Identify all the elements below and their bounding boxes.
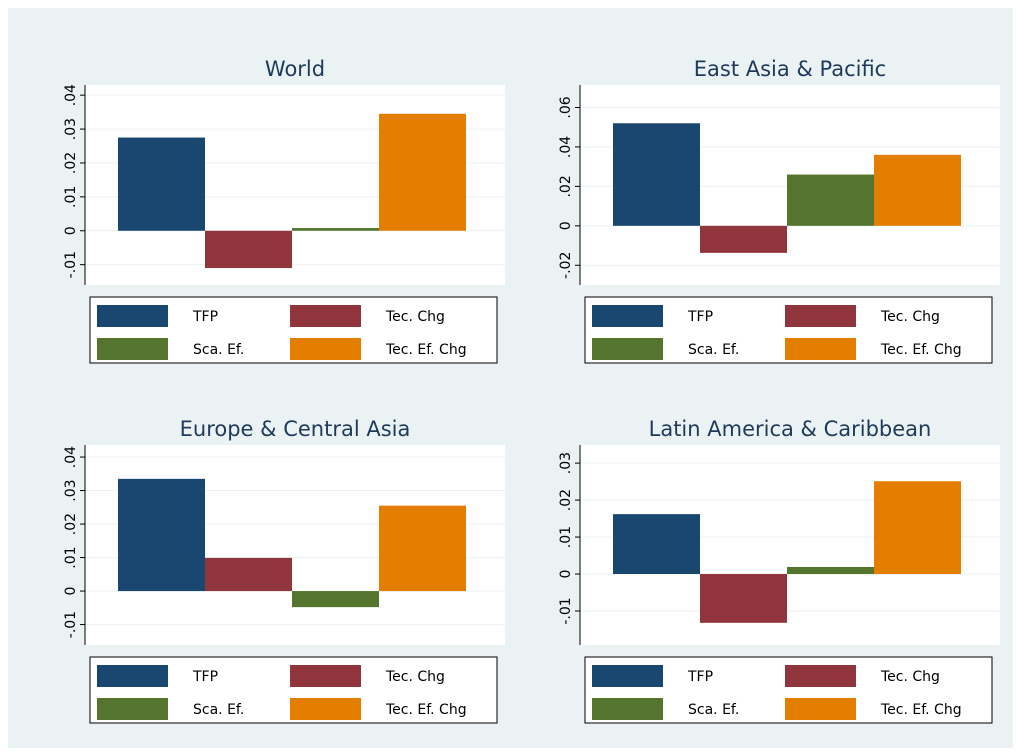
legend-key	[97, 338, 168, 360]
legend-key	[290, 305, 361, 327]
y-tick-label: -.01	[63, 251, 79, 278]
bar	[118, 137, 205, 231]
bar	[118, 478, 205, 592]
legend-key	[290, 665, 361, 687]
legend-key	[290, 698, 361, 720]
legend-label: TFP	[687, 669, 713, 685]
bar	[292, 228, 379, 231]
legend-label: Sca. Ef.	[193, 342, 244, 358]
legend-key	[97, 665, 168, 687]
legend-label: Tec. Ef. Chg	[385, 702, 467, 718]
bar	[787, 566, 874, 575]
bar	[379, 505, 466, 592]
legend-label: Sca. Ef.	[688, 342, 739, 358]
legend-label: Tec. Chg	[880, 309, 940, 325]
y-tick-label: .02	[558, 489, 574, 511]
y-tick-label: .02	[63, 152, 79, 174]
chart-title: Latin America & Caribbean	[649, 417, 932, 441]
legend-label: Tec. Chg	[385, 669, 445, 685]
y-tick-label: .04	[63, 446, 79, 468]
y-tick-label: .02	[558, 175, 574, 197]
y-tick-label: .06	[558, 96, 574, 118]
y-tick-label: .03	[63, 479, 79, 501]
bar	[292, 591, 379, 608]
y-tick-label: -.02	[558, 252, 574, 279]
legend-label: Tec. Ef. Chg	[385, 342, 467, 358]
legend-key	[97, 305, 168, 327]
legend-label: Sca. Ef.	[688, 702, 739, 718]
chart-title: World	[265, 57, 325, 81]
legend-key	[785, 698, 856, 720]
legend-label: Tec. Ef. Chg	[880, 702, 962, 718]
y-tick-label: .04	[558, 136, 574, 158]
bar	[205, 230, 292, 269]
legend-label: TFP	[687, 309, 713, 325]
y-tick-label: 0	[558, 221, 574, 230]
legend-key	[785, 305, 856, 327]
bar	[613, 514, 700, 575]
legend-label: Sca. Ef.	[193, 702, 244, 718]
bar	[613, 123, 700, 226]
bar	[874, 481, 961, 575]
chart-title: East Asia & Pacific	[694, 57, 886, 81]
legend-key	[785, 665, 856, 687]
bar	[205, 557, 292, 592]
legend-label: Tec. Chg	[385, 309, 445, 325]
y-tick-label: -.01	[63, 611, 79, 638]
y-tick-label: .03	[63, 118, 79, 140]
bar	[700, 225, 787, 253]
y-tick-label: -.01	[558, 597, 574, 624]
legend-key	[97, 698, 168, 720]
y-tick-label: 0	[558, 570, 574, 579]
bar	[787, 174, 874, 226]
bar	[379, 113, 466, 231]
y-tick-label: .01	[63, 186, 79, 208]
bar	[700, 574, 787, 623]
legend-key	[592, 338, 663, 360]
bar	[874, 154, 961, 226]
legend-key	[785, 338, 856, 360]
legend-key	[290, 338, 361, 360]
legend-label: TFP	[192, 309, 218, 325]
y-tick-label: .04	[63, 84, 79, 106]
y-tick-label: 0	[63, 587, 79, 596]
legend-key	[592, 665, 663, 687]
y-tick-label: 0	[63, 226, 79, 235]
chart-title: Europe & Central Asia	[180, 417, 411, 441]
legend-label: Tec. Ef. Chg	[880, 342, 962, 358]
y-tick-label: .01	[558, 526, 574, 548]
legend-label: TFP	[192, 669, 218, 685]
y-tick-label: .02	[63, 513, 79, 535]
legend-key	[592, 305, 663, 327]
y-tick-label: .03	[558, 452, 574, 474]
legend-key	[592, 698, 663, 720]
legend-label: Tec. Chg	[880, 669, 940, 685]
y-tick-label: .01	[63, 546, 79, 568]
